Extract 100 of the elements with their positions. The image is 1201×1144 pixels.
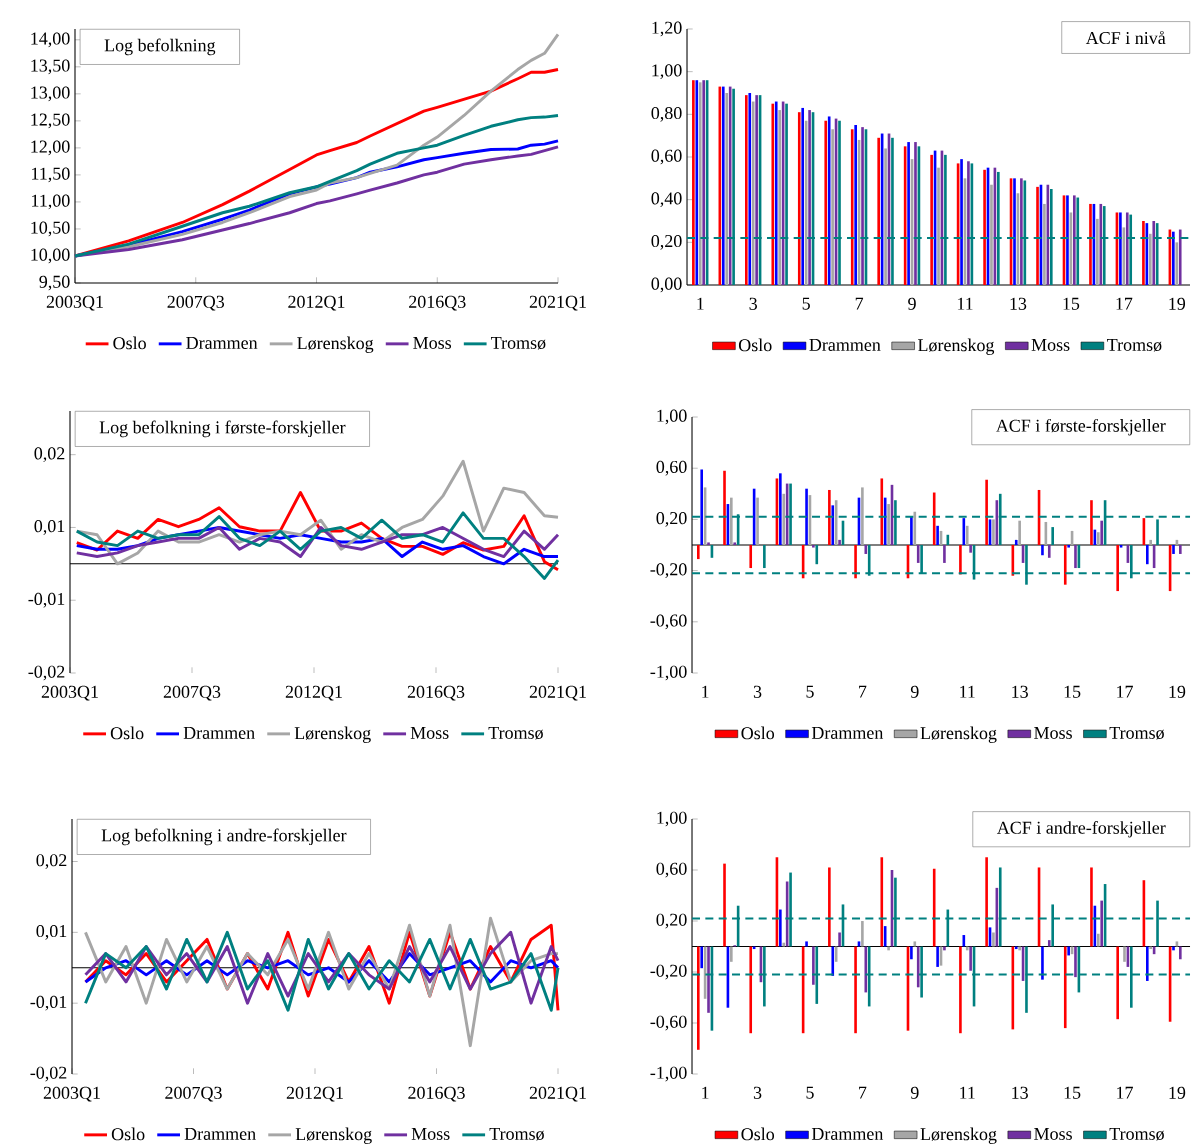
bar <box>1090 500 1093 546</box>
bar <box>1123 946 1126 962</box>
x-tick-label: 1 <box>702 685 709 698</box>
bar <box>828 489 831 546</box>
bar <box>864 545 868 554</box>
bar <box>707 542 710 546</box>
y-tick-label: 1,20 <box>652 21 682 37</box>
bar <box>1119 212 1122 285</box>
legend-label: Lørenskog <box>294 726 371 743</box>
bar <box>1036 186 1039 285</box>
y-tick-label: 0,01 <box>34 520 65 535</box>
bar <box>1145 545 1149 565</box>
bar <box>992 932 995 947</box>
bar <box>805 488 808 546</box>
bar <box>959 946 962 1034</box>
bar <box>1096 933 1100 947</box>
legend-label: Tromsø <box>489 1127 544 1141</box>
bar <box>985 857 988 947</box>
bar <box>914 142 917 285</box>
y-tick-label: -0,20 <box>650 964 687 980</box>
bar <box>751 101 755 285</box>
legend-label: Oslo <box>741 726 775 740</box>
legend-label: Tromsø <box>491 336 546 350</box>
y-tick-label: 1,00 <box>652 64 682 80</box>
bar <box>1125 212 1129 285</box>
legend-label: Lørenskog <box>920 726 997 743</box>
bar <box>1047 545 1051 558</box>
x-tick-label: 2012Q1 <box>286 1086 343 1102</box>
x-tick-label: 13 <box>1010 297 1027 310</box>
bar <box>969 545 972 553</box>
bar <box>1179 545 1182 554</box>
bar <box>1074 946 1077 978</box>
bar <box>861 921 864 947</box>
chart-title: ACF i nivå <box>1085 30 1166 45</box>
bar <box>854 946 857 1034</box>
line-series <box>73 113 560 258</box>
x-tick-label: 17 <box>1117 685 1133 698</box>
y-tick-label: 0,20 <box>656 512 687 527</box>
legend-label: Tromsø <box>1107 338 1162 352</box>
x-tick-label: 9 <box>910 685 919 698</box>
x-tick-label: 1 <box>697 297 704 310</box>
bar <box>992 519 995 546</box>
y-tick-label: 0,02 <box>36 854 67 869</box>
x-tick-label: 2021Q1 <box>529 295 586 311</box>
bar <box>965 525 969 546</box>
y-tick-label: 0,20 <box>656 913 687 929</box>
x-tick-label: 2021Q1 <box>529 1086 586 1102</box>
bar <box>692 80 695 285</box>
legend-label: Drammen <box>186 336 258 349</box>
bar <box>1172 946 1175 951</box>
bar <box>983 169 986 285</box>
bar <box>936 946 939 967</box>
bar <box>797 112 801 285</box>
legend-label: Oslo <box>741 1127 775 1141</box>
bar <box>1014 539 1018 546</box>
bar <box>1096 218 1099 285</box>
bar <box>779 909 782 947</box>
bar <box>887 946 890 951</box>
bar <box>1013 178 1016 285</box>
bar <box>861 487 864 546</box>
bar <box>1148 233 1152 285</box>
bar <box>990 184 993 285</box>
bar <box>749 946 753 1034</box>
x-tick-label: 7 <box>855 297 864 310</box>
bar <box>700 946 704 969</box>
bar <box>696 946 700 1050</box>
bar <box>1156 519 1159 546</box>
legend-label: Drammen <box>184 1127 256 1140</box>
bar <box>887 504 890 546</box>
bar <box>969 946 972 971</box>
legend-label: Moss <box>1034 1127 1072 1140</box>
bar <box>877 137 881 285</box>
bar <box>884 148 887 285</box>
bar <box>1051 527 1054 546</box>
chart-title: Log befolkning <box>104 38 216 56</box>
bar <box>748 93 752 285</box>
y-tick-label: 0,00 <box>651 277 682 293</box>
bar <box>959 545 962 575</box>
y-tick-label: 0,20 <box>651 234 682 250</box>
y-tick-label: 12,00 <box>31 140 70 156</box>
y-tick-label: 0,60 <box>656 862 687 878</box>
bar <box>1041 946 1044 980</box>
bar <box>932 868 936 947</box>
bar <box>812 946 815 985</box>
y-tick-label: -0,01 <box>28 592 65 608</box>
y-tick-label: 13,00 <box>31 86 70 102</box>
x-tick-label: 15 <box>1064 1086 1081 1099</box>
bar <box>910 516 913 546</box>
bar <box>985 479 988 546</box>
x-tick-label: 11 <box>960 1086 975 1099</box>
x-tick-label: 7 <box>859 1086 867 1099</box>
bar <box>916 946 920 988</box>
bar <box>801 107 805 285</box>
chart-title: ACF i andre-forskjeller <box>996 820 1166 838</box>
bar <box>828 867 831 947</box>
y-tick-label: 10,00 <box>31 248 70 264</box>
bar <box>723 470 726 546</box>
y-tick-label: 13,50 <box>31 59 70 75</box>
bar <box>763 545 766 569</box>
line-series <box>75 511 560 580</box>
